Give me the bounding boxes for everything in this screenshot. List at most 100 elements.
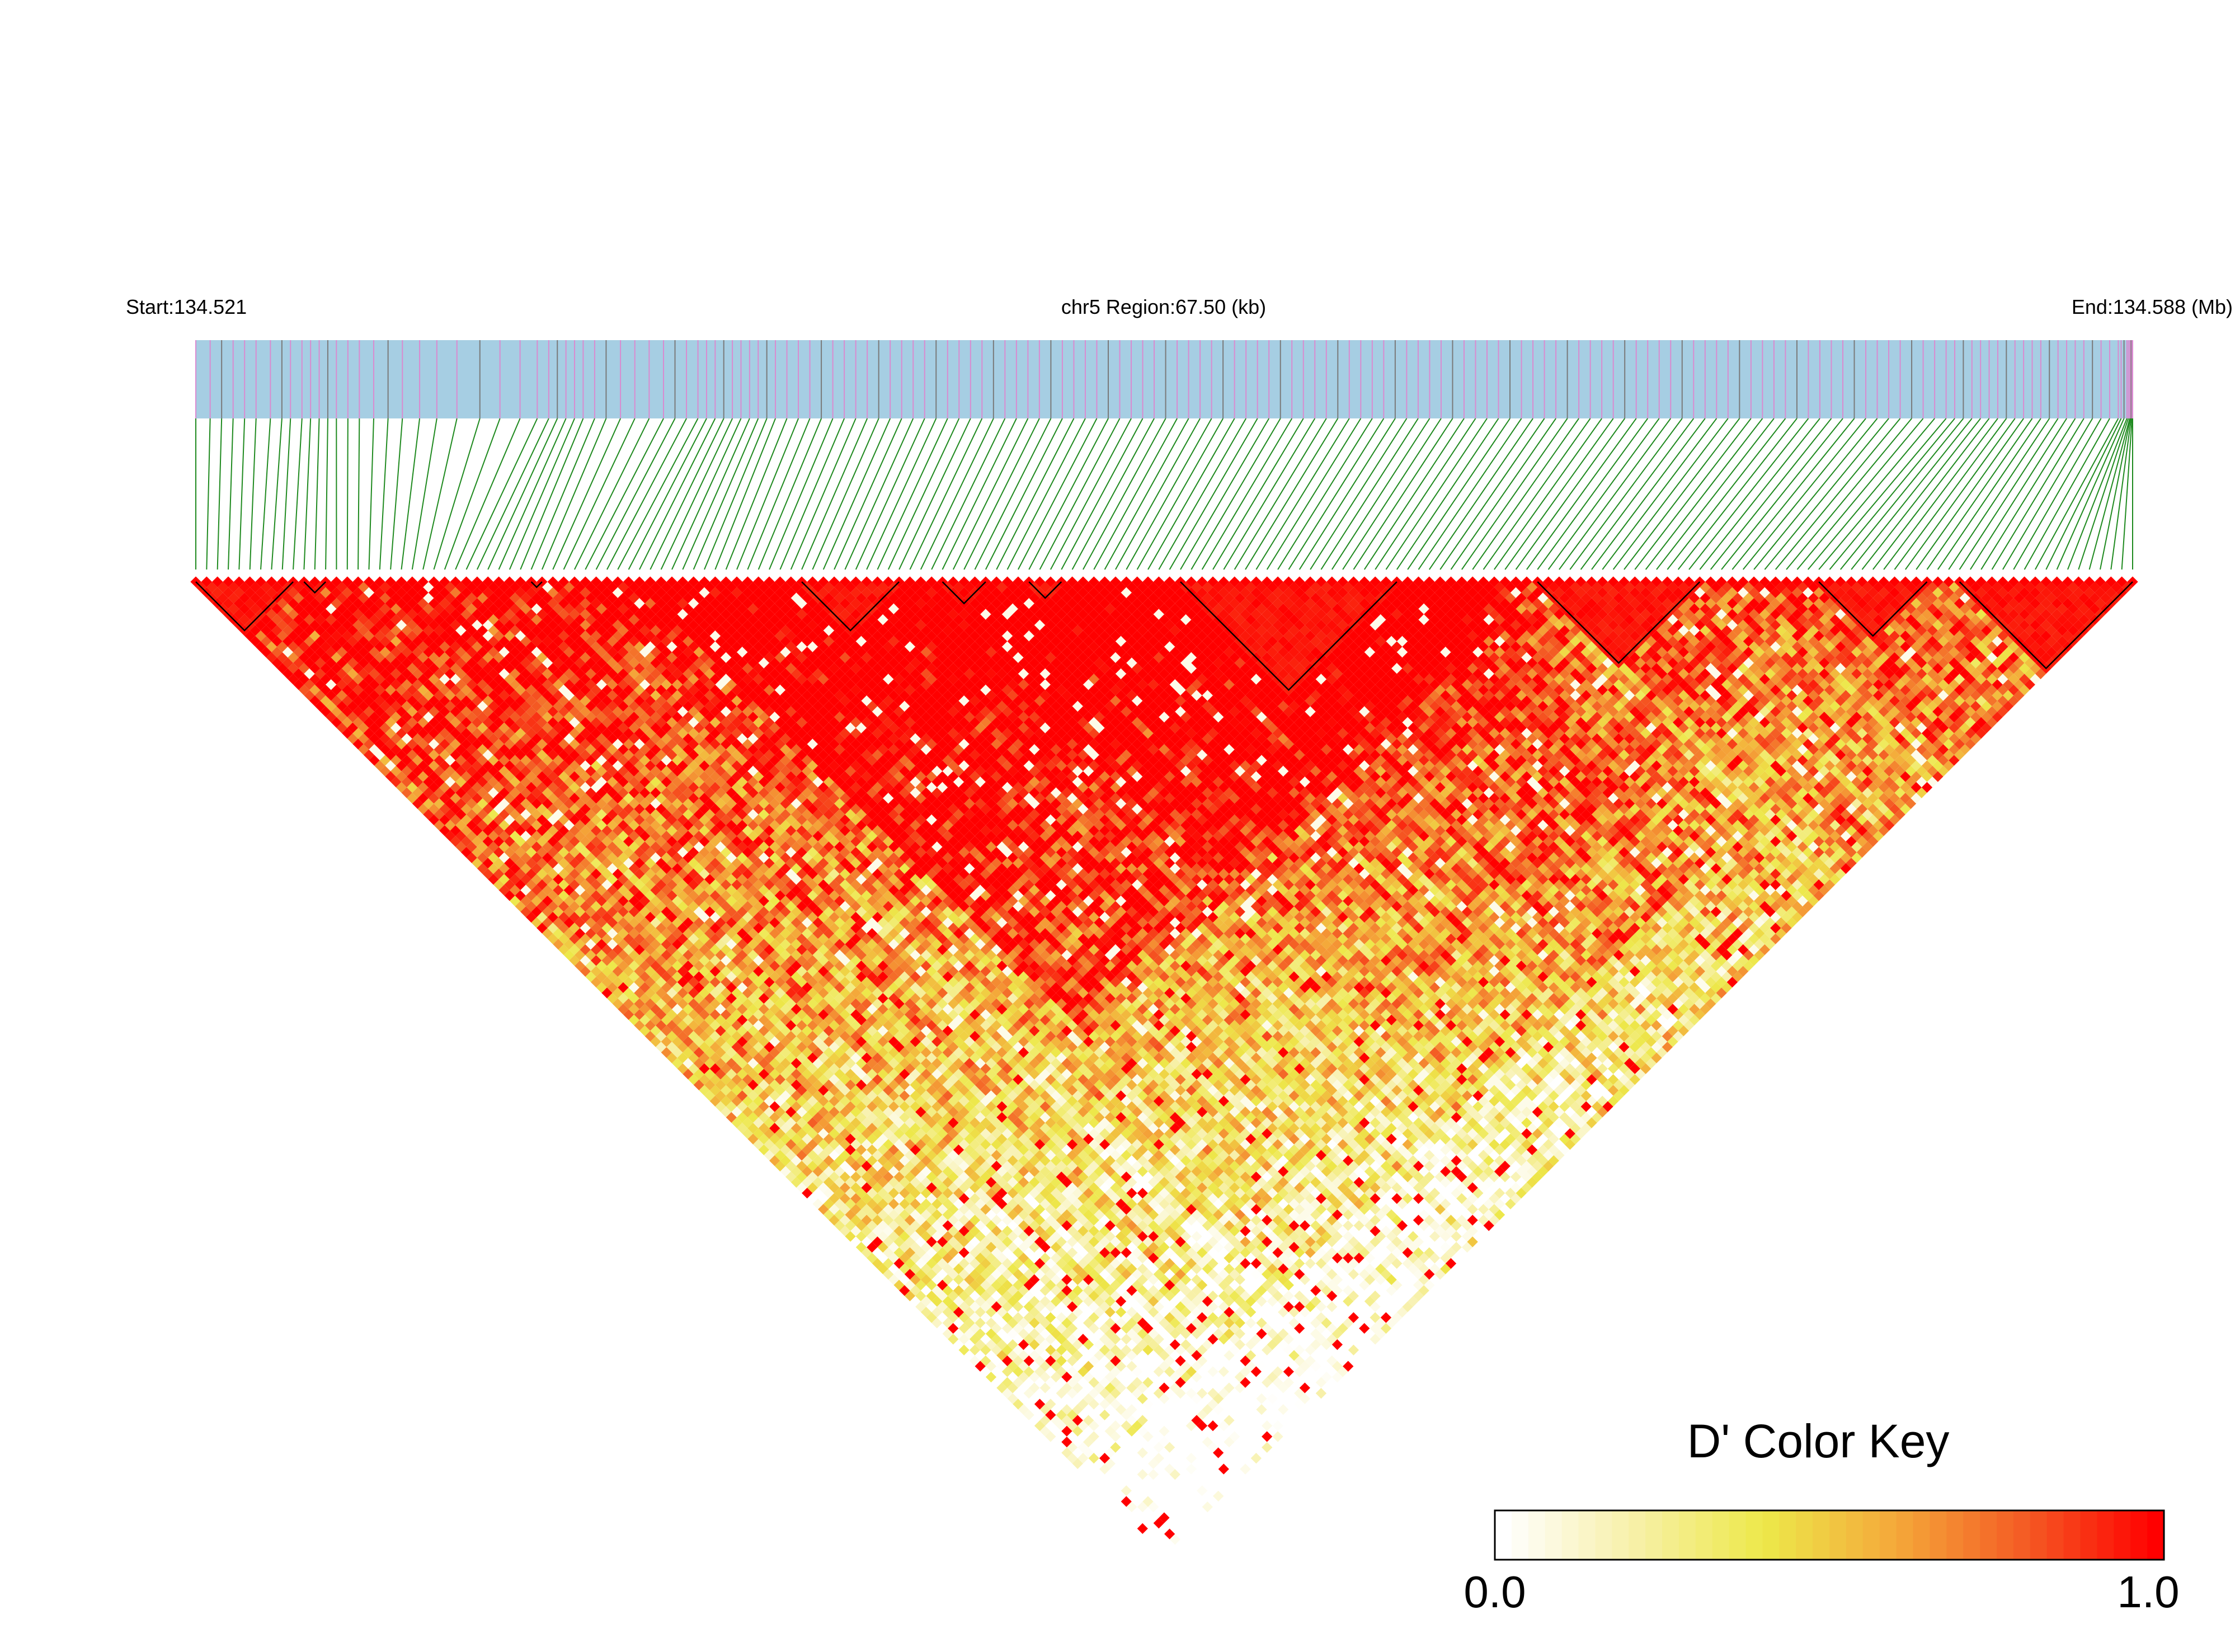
snp-connector	[757, 418, 822, 570]
snp-connector	[1288, 418, 1385, 570]
snp-connector	[1418, 418, 1522, 570]
snp-connector	[942, 418, 1017, 570]
ld-cell	[1072, 1458, 1083, 1469]
ld-cell	[791, 1155, 802, 1166]
snp-connector	[1948, 418, 2050, 570]
ld-cell	[1137, 1512, 1148, 1523]
snp-connector	[465, 418, 538, 570]
ld-cell	[618, 982, 629, 993]
snp-connector	[952, 418, 1029, 570]
snp-connector	[747, 418, 811, 570]
snp-connector	[1926, 418, 2033, 570]
snp-connector	[346, 418, 349, 570]
snp-connector	[379, 418, 389, 570]
snp-connector	[1201, 418, 1293, 570]
ld-cell	[298, 663, 310, 674]
ld-cell	[558, 933, 570, 944]
snp-connector	[487, 418, 558, 570]
snp-connector	[1266, 418, 1362, 570]
snp-connector	[2078, 418, 2129, 570]
snp-connector	[1158, 418, 1247, 570]
snp-connector	[1894, 418, 2007, 570]
snp-connector	[1688, 418, 1809, 570]
snp-connector	[1461, 418, 1568, 570]
snp-connector	[1407, 418, 1511, 570]
snp-connector	[1083, 418, 1166, 570]
snp-connector	[509, 418, 575, 570]
snp-connector	[617, 418, 699, 570]
snp-connector	[1872, 418, 1990, 570]
snp-connector	[1818, 418, 1947, 570]
snp-connector	[1342, 418, 1442, 570]
snp-connector	[1212, 418, 1304, 570]
snp-connector	[1840, 418, 1964, 570]
snp-connector	[790, 418, 857, 570]
snp-connector	[1515, 418, 1625, 570]
ld-cell	[585, 971, 596, 982]
snp-connector	[2067, 418, 2128, 570]
snp-connector	[887, 418, 960, 570]
snp-connector	[1764, 418, 1889, 570]
snp-connector	[281, 418, 291, 570]
ld-cell	[271, 636, 283, 647]
ld-cell	[439, 825, 450, 836]
ld-cell	[228, 603, 239, 615]
snp-connector	[1710, 418, 1832, 570]
snp-connector	[206, 418, 211, 570]
snp-connector	[574, 418, 650, 570]
ld-cell	[1104, 1490, 1116, 1502]
snp-connector	[1439, 418, 1545, 570]
snp-connector	[606, 418, 687, 570]
ld-cell	[271, 625, 283, 636]
snp-connector	[552, 418, 621, 570]
ld-cell	[352, 728, 364, 739]
ld-cell	[401, 776, 412, 788]
snp-connector	[1298, 418, 1396, 570]
ld-cell	[423, 809, 434, 820]
snp-connector	[2099, 418, 2131, 570]
ld-cell	[271, 647, 283, 658]
snp-connector	[682, 418, 750, 570]
snp-connector	[455, 418, 521, 570]
snp-connector	[1937, 418, 2041, 570]
snp-connector	[931, 418, 1006, 570]
ld-cell	[385, 760, 396, 771]
ld-cell	[261, 614, 272, 625]
ld-cell	[250, 603, 261, 615]
snp-connector	[1959, 418, 2059, 570]
snp-connector	[325, 418, 328, 570]
snp-connector	[1980, 418, 2076, 570]
snp-connector	[1775, 418, 1901, 570]
snp-connector	[1071, 418, 1155, 570]
snp-connector	[1061, 418, 1144, 570]
ld-cell	[655, 1020, 667, 1031]
ld-cell	[369, 733, 380, 745]
ld-cell	[899, 1285, 910, 1296]
ld-cell	[401, 787, 412, 798]
snp-connector	[303, 418, 312, 570]
snp-connector	[1667, 418, 1786, 570]
snp-connector	[693, 418, 759, 570]
snp-connector	[530, 418, 595, 570]
snp-connector	[2002, 418, 2093, 570]
ld-cell	[455, 820, 467, 831]
snp-connector	[1234, 418, 1327, 570]
snp-connector	[228, 418, 234, 570]
snp-connector	[1255, 418, 1350, 570]
ld-cell	[282, 657, 294, 669]
ld-cell	[206, 582, 218, 593]
ld-cell	[439, 814, 450, 826]
snp-connector	[238, 418, 246, 570]
snp-connector	[541, 418, 607, 570]
snp-connector	[1396, 418, 1499, 570]
ld-cell	[298, 674, 310, 685]
snp-connector	[260, 418, 271, 570]
ld-cell	[964, 1350, 975, 1361]
ld-cell	[931, 1296, 943, 1307]
snp-connector	[1547, 418, 1660, 570]
ld-cell	[509, 884, 521, 896]
ld-cell	[423, 798, 434, 809]
ld-cell	[298, 652, 310, 663]
ld-cell	[758, 1123, 770, 1134]
